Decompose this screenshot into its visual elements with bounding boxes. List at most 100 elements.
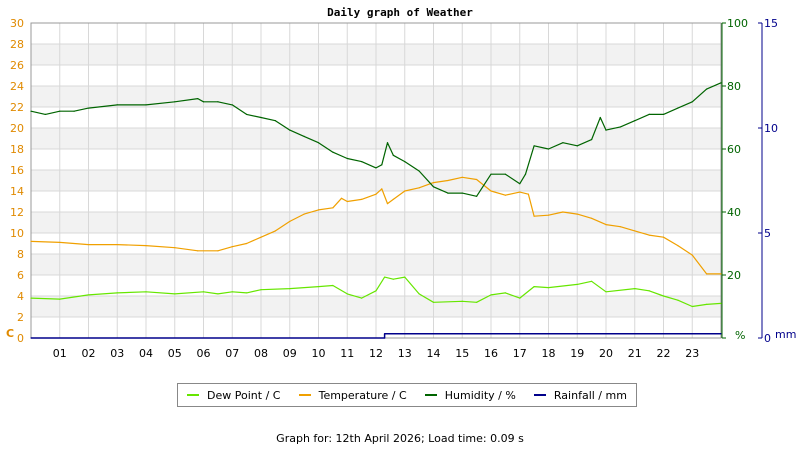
data-point-dew-point (174, 293, 176, 295)
data-point-humidity (706, 88, 708, 90)
data-point-humidity (662, 113, 665, 115)
data-point-temperature (303, 213, 305, 215)
data-point-humidity (591, 138, 593, 141)
data-point-dew-point (87, 294, 90, 296)
x-tick-label: 13 (398, 347, 412, 360)
data-point-humidity (174, 101, 176, 103)
right-axis-unit-label-humidity: % (735, 329, 745, 342)
data-point-dew-point (260, 289, 262, 291)
data-point-humidity (547, 148, 550, 150)
data-point-temperature (533, 215, 535, 217)
x-tick-label: 22 (657, 347, 671, 360)
x-tick-label: 04 (139, 347, 153, 360)
left-axis-tick-label: 16 (10, 164, 24, 177)
data-point-temperature (231, 246, 233, 248)
data-point-dew-point (605, 291, 607, 293)
data-point-humidity (202, 101, 205, 103)
data-point-humidity (289, 129, 291, 131)
left-axis-tick-label: 10 (10, 227, 24, 240)
x-tick-label: 21 (628, 347, 642, 360)
right-axis-tick-label-humidity: 100 (727, 17, 748, 30)
data-point-temperature (619, 226, 621, 228)
left-axis-tick-label: 6 (17, 269, 24, 282)
legend-item: Humidity / % (424, 388, 516, 402)
data-point-temperature (547, 214, 550, 216)
data-point-temperature (174, 247, 176, 249)
data-point-humidity (524, 173, 527, 175)
legend-label: Humidity / % (444, 388, 516, 402)
data-point-temperature (432, 182, 435, 184)
data-point-temperature (720, 273, 722, 275)
series-line-rainfall (31, 333, 721, 339)
left-axis-tick-label: 0 (17, 332, 24, 345)
data-point-humidity (303, 135, 305, 137)
data-point-dew-point (576, 283, 578, 286)
data-point-temperature (246, 242, 248, 245)
data-point-humidity (562, 142, 564, 144)
left-axis-tick-label: 26 (10, 59, 24, 72)
data-point-humidity (392, 154, 394, 156)
data-point-rainfall (384, 337, 386, 339)
data-point-dew-point (404, 276, 406, 278)
data-point-humidity (720, 82, 722, 84)
data-point-temperature (677, 245, 679, 247)
data-point-humidity (59, 110, 61, 112)
data-point-dew-point (332, 284, 334, 287)
x-tick-label: 12 (369, 347, 383, 360)
x-tick-label: 16 (484, 347, 498, 360)
legend-swatch (424, 394, 437, 396)
data-point-temperature (87, 243, 90, 246)
left-axis-tick-label: 8 (17, 248, 24, 261)
data-point-humidity (116, 104, 118, 106)
left-axis-tick-label: 20 (10, 122, 24, 135)
data-point-humidity (476, 195, 478, 197)
left-axis-tick-label: 30 (10, 17, 24, 30)
data-point-temperature (317, 209, 320, 211)
data-point-temperature (404, 190, 406, 192)
data-point-dew-point (591, 280, 593, 282)
legend-swatch (298, 394, 311, 396)
series-line-humidity (30, 82, 722, 197)
left-axis-tick-label: 2 (17, 311, 24, 324)
left-axis-tick-label: 22 (10, 101, 24, 114)
data-point-humidity (461, 192, 463, 194)
left-axis-tick-label: 4 (17, 290, 24, 303)
legend-swatch (533, 394, 546, 396)
right-axis-unit-label-rainfall: mm (775, 328, 796, 341)
data-point-temperature (691, 254, 693, 256)
data-point-dew-point (346, 293, 348, 295)
data-point-temperature (591, 217, 593, 219)
x-tick-label: 15 (455, 347, 469, 360)
data-point-humidity (432, 186, 435, 188)
data-point-dew-point (504, 292, 506, 294)
legend-item: Dew Point / C (187, 389, 280, 402)
x-tick-label: 01 (53, 347, 67, 360)
data-point-humidity (605, 129, 607, 131)
data-point-dew-point (289, 288, 291, 290)
data-point-rainfall (30, 337, 32, 339)
data-point-humidity (346, 157, 348, 160)
data-point-temperature (706, 273, 708, 275)
data-point-temperature (386, 203, 389, 205)
chart-legend: Dew Point / C Temperature / C Humidity / %… (177, 383, 637, 407)
data-point-humidity (217, 101, 219, 103)
left-axis-tick-label: 24 (10, 80, 24, 93)
data-point-humidity (599, 116, 601, 119)
legend-label: Temperature / C (318, 388, 407, 402)
data-point-humidity (418, 170, 420, 172)
data-point-dew-point (547, 287, 550, 289)
data-point-dew-point (533, 285, 535, 288)
data-point-temperature (332, 207, 334, 209)
data-point-temperature (340, 197, 343, 199)
data-point-dew-point (116, 292, 118, 294)
data-point-dew-point (691, 305, 693, 308)
data-point-dew-point (246, 292, 248, 294)
data-point-temperature (476, 178, 478, 181)
data-point-temperature (392, 198, 394, 200)
x-tick-label: 10 (312, 347, 326, 360)
left-axis-unit-label: C (6, 327, 14, 340)
data-point-humidity (504, 173, 506, 175)
data-point-temperature (527, 193, 529, 195)
data-point-humidity (576, 145, 578, 147)
data-point-temperature (562, 211, 564, 213)
